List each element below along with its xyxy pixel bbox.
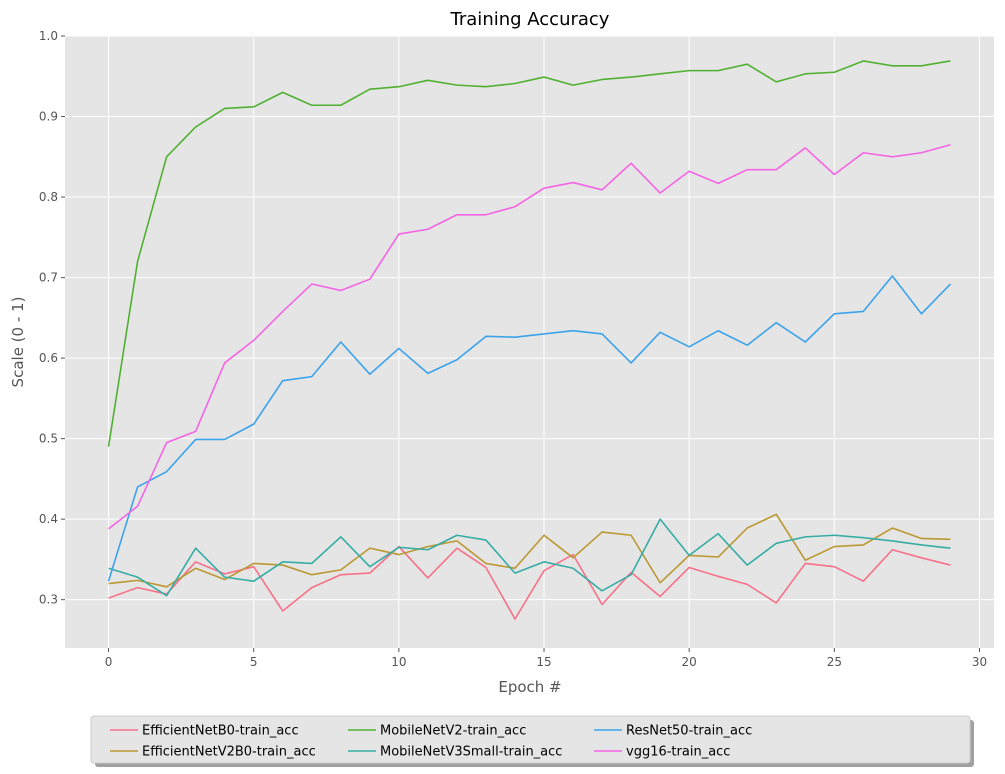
y-tick-label: 0.8: [39, 190, 58, 204]
x-ticks: 0 5 10 15 20 25 30: [105, 648, 987, 669]
legend-box: [90, 715, 971, 764]
y-ticks: 0.3 0.4 0.5 0.6 0.7 0.8 0.9 1.0: [39, 29, 65, 607]
y-tick-label: 0.3: [39, 593, 58, 607]
series-line-vgg16-train-acc: [108, 143, 951, 530]
legend-label-mobilenetv2-train-acc: MobileNetV2-train_acc: [380, 724, 526, 739]
x-tick-label: 30: [972, 655, 987, 669]
legend-label-mobilenetv3small-train-acc: MobileNetV3Small-train_acc: [380, 745, 562, 760]
y-tick-label: 0.6: [39, 351, 58, 365]
legend-label-resnet50-train-acc: ResNet50-train_acc: [626, 724, 752, 739]
x-tick-label: 15: [536, 655, 551, 669]
legend-items: EfficientNetB0-train_acc EfficientNetV2B0…: [110, 724, 752, 760]
y-tick-label: 0.4: [39, 512, 58, 526]
chart-title: Training Accuracy: [450, 9, 610, 30]
x-axis-label: Epoch #: [498, 678, 561, 696]
series-line-mobilenetv3small-train-acc: [108, 518, 951, 597]
series-line-resnet50-train-acc: [107, 275, 952, 582]
series-lines: [107, 60, 952, 620]
y-tick-label: 0.7: [39, 271, 58, 285]
y-tick-label: 1.0: [39, 29, 58, 43]
legend: EfficientNetB0-train_acc EfficientNetV2B0…: [90, 715, 974, 767]
x-tick-label: 0: [105, 655, 113, 669]
x-tick-label: 10: [391, 655, 406, 669]
series-line-efficientnetb0-train-acc: [108, 545, 951, 620]
series-line-mobilenetv2-train-acc: [107, 60, 951, 447]
y-axis-label: Scale (0 - 1): [9, 297, 27, 388]
y-tick-label: 0.5: [39, 432, 58, 446]
legend-label-efficientnetv2b0-train-acc: EfficientNetV2B0-train_acc: [142, 745, 316, 760]
series-line-efficientnetv2b0-train-acc: [108, 513, 951, 588]
y-tick-label: 0.9: [39, 110, 58, 124]
x-tick-label: 5: [250, 655, 258, 669]
x-tick-label: 20: [682, 655, 697, 669]
x-tick-label: 25: [827, 655, 842, 669]
legend-label-efficientnetb0-train-acc: EfficientNetB0-train_acc: [142, 724, 299, 739]
grid-lines: [65, 35, 994, 648]
legend-label-vgg16-train-acc: vgg16-train_acc: [626, 745, 730, 760]
